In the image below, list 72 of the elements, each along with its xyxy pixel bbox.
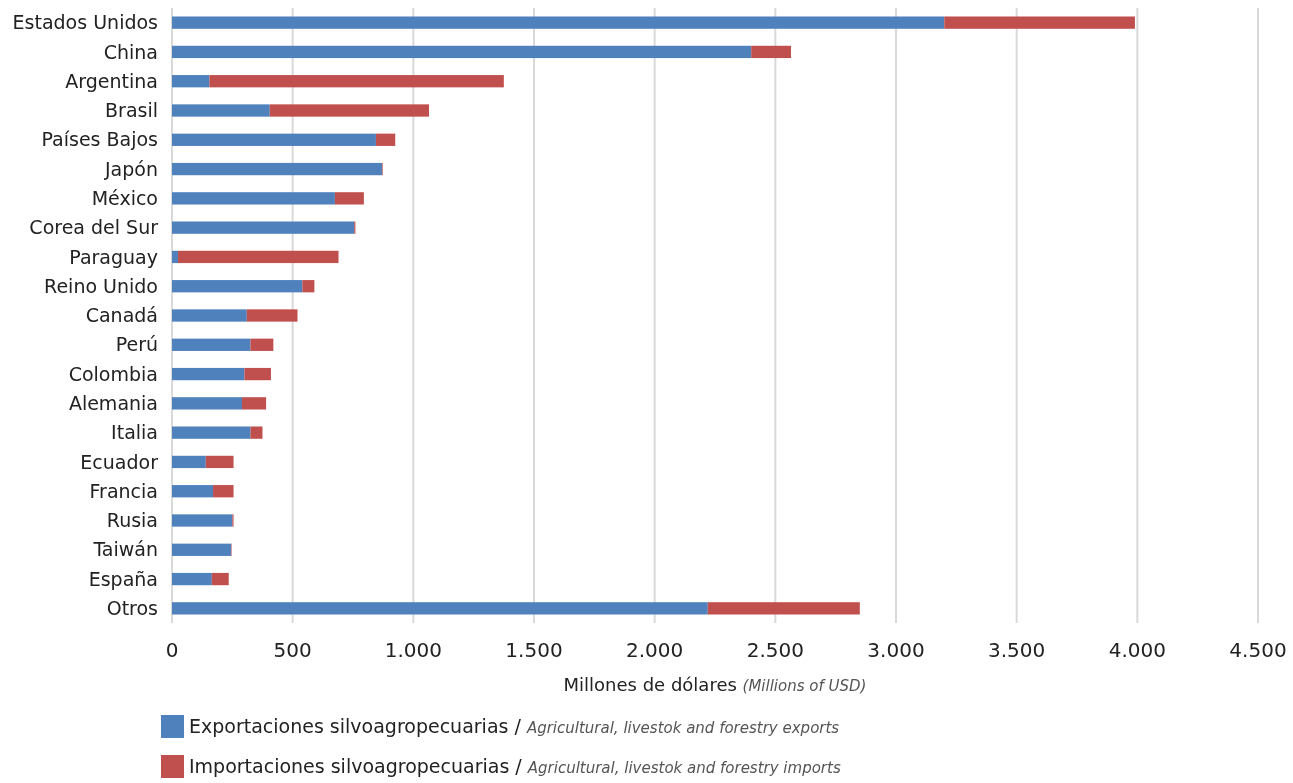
bar — [375, 133, 396, 146]
y-tick-label: Corea del Sur — [29, 216, 159, 239]
bar — [250, 338, 274, 351]
y-tick-label: Francia — [89, 479, 158, 502]
y-tick-label: Argentina — [65, 69, 158, 92]
bar — [211, 572, 229, 586]
bar — [205, 455, 234, 469]
y-tick-label: Taiwán — [92, 538, 158, 561]
bar — [172, 133, 376, 146]
bar — [172, 75, 210, 88]
bar — [244, 367, 271, 381]
y-tick-label: Italia — [111, 421, 158, 444]
y-tick-label: España — [88, 567, 158, 590]
y-tick-label: Japón — [104, 157, 158, 180]
x-tick-label: 4.500 — [1229, 638, 1287, 662]
bar — [172, 16, 945, 29]
bar — [172, 104, 270, 117]
legend-label: Importaciones silvoagropecuarias / Agricultural, livestok and forestry imports — [189, 754, 841, 777]
y-tick-label: Estados Unidos — [12, 11, 158, 34]
bar — [209, 75, 504, 88]
legend-label: Exportaciones silvoagropecuarias / Agricultural, livestok and forestry exports — [189, 714, 840, 737]
bar — [302, 280, 315, 293]
bar — [172, 426, 251, 439]
bar — [172, 543, 232, 556]
y-tick-label: Reino Unido — [44, 274, 158, 297]
bar — [213, 485, 234, 498]
bar — [172, 572, 212, 586]
y-tick-label: Canadá — [85, 304, 158, 327]
bar — [172, 485, 214, 498]
y-tick-label: Otros — [106, 597, 158, 620]
bar — [172, 455, 206, 469]
x-tick-label: 3.000 — [867, 638, 925, 662]
bar — [172, 514, 233, 527]
bar — [172, 192, 335, 205]
y-tick-label: Rusia — [106, 509, 158, 532]
x-tick-label: 1.500 — [505, 638, 563, 662]
bar — [751, 45, 792, 59]
bar — [172, 45, 752, 59]
y-tick-label: Alemania — [68, 392, 158, 415]
bar — [269, 104, 430, 117]
bar — [707, 602, 860, 615]
bar — [172, 397, 242, 410]
bar — [944, 16, 1135, 29]
bar — [334, 192, 364, 205]
y-tick-label: Paraguay — [69, 245, 158, 268]
bar — [172, 162, 382, 176]
bar — [172, 367, 245, 381]
bar — [172, 338, 251, 351]
y-tick-label: Países Bajos — [41, 128, 158, 151]
bar — [172, 602, 708, 615]
bar — [172, 221, 355, 234]
y-tick-label: México — [91, 187, 158, 210]
x-axis-title: Millones de dólares (Millions of USD) — [563, 674, 867, 695]
x-tick-label: 3.500 — [988, 638, 1046, 662]
x-tick-label: 2.500 — [746, 638, 804, 662]
bar — [178, 250, 339, 264]
bar — [241, 397, 267, 410]
x-tick-label: 0 — [165, 638, 179, 662]
bar — [246, 309, 298, 322]
y-tick-label: Colombia — [68, 362, 158, 385]
x-tick-label: 4.000 — [1108, 638, 1166, 662]
bar — [172, 280, 303, 293]
y-tick-label: China — [103, 40, 158, 63]
x-tick-label: 1.000 — [384, 638, 442, 662]
x-tick-label: 2.000 — [626, 638, 684, 662]
y-tick-label: Perú — [115, 333, 158, 356]
bar — [172, 309, 247, 322]
y-tick-label: Brasil — [105, 99, 158, 122]
y-tick-label: Ecuador — [80, 450, 159, 473]
bar — [250, 426, 263, 439]
bar — [172, 250, 179, 264]
x-tick-label: 500 — [273, 638, 312, 662]
